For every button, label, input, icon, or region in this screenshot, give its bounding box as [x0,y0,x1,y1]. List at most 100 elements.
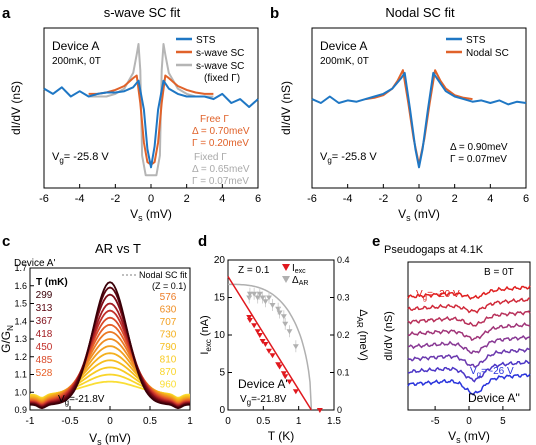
panel-d-iexc-point-7 [265,348,272,354]
panel-d-dar-point-13 [286,329,293,335]
panel-d-y2tick-2: 0.2 [337,330,350,340]
panel-d-iexc-point-11 [280,371,287,377]
panel-a-xtick-2: -2 [110,193,120,205]
panel-c-ytick-1: 1.0 [14,387,27,397]
panel-a-free-label: Free Γ [200,114,229,125]
panel-c: AR vs T Device A' -1 -0.5 0 0.5 1 0.9 1.0 1.1 1.… [0,241,193,445]
panel-a-gate: Vg= -25.8 V [52,151,109,165]
panel-c-device: Device A' [14,258,55,269]
panel-e-curve-4 [407,335,531,355]
panel-c-temp-313: 313 [36,303,53,314]
panel-b-gamma: Γ = 0.07meV [450,154,507,165]
panel-e: Pseudogaps at 4.1K -5 0 5 dI/dV (nS) Vs (m… [383,244,531,445]
panel-c-temp-header: T (mK) [36,277,68,288]
panel-c-temp-367: 367 [36,316,53,327]
panel-c-xtick-1: -0.5 [61,416,79,427]
panel-d-xtick-1: 0.5 [256,416,270,427]
panel-d-legend-iexc: Iexc [292,263,306,275]
panel-e-curve-0 [407,285,531,300]
panel-d-device: Device A' [238,377,288,391]
panel-d-dar-point-11 [280,314,287,320]
panel-b-series-sts [311,71,527,169]
panel-c-ytick-2: 1.1 [14,370,27,380]
panel-e-curve-6 [407,359,531,383]
panel-c-ytick-0: 0.9 [14,405,27,415]
panel-d-iexc-point-5 [259,339,266,344]
panel-c-ytick-7: 1.6 [14,281,27,291]
panel-c-temp-576: 576 [160,292,177,303]
panel-d-ytick-2: 10 [214,330,226,341]
panel-d-y2tick-3: 0.3 [337,293,350,303]
panel-d-iexc-point-12 [282,374,289,380]
panel-b-title: Nodal SC fit [385,5,455,20]
panel-label-e: e [372,233,380,250]
panel-d-iexc-point-6 [262,342,269,347]
panel-c-temp-299: 299 [36,290,53,301]
panel-a-legend-sts: STS [196,35,216,46]
panel-c-curve-0 [30,281,190,410]
panel-a-conditions: 200mK, 0T [52,56,101,67]
panel-d-iexc-point-0 [246,315,253,320]
panel-c-temp-730: 730 [160,330,177,341]
panel-label-b: b [270,5,279,22]
panel-a-xtick-0: -6 [39,193,49,205]
panel-b: Nodal SC fit -6 -4 -2 0 2 4 6 dI/dV (nS) Vs (m… [279,5,529,223]
panel-d-dar-point-14 [292,344,299,350]
panel-c-xtick-0: -1 [26,416,35,427]
panel-d-dar-point-12 [282,321,289,327]
panel-b-xtick-1: -4 [343,193,353,205]
panel-c-ylabel: G/GN [0,325,15,353]
panel-d-iexc-point-15 [316,408,323,413]
panel-c-xtick-4: 1 [187,416,193,427]
panel-a-xlabel: Vs (mV) [130,207,172,223]
panel-c-ytick-8: 1.7 [14,263,27,273]
panel-e-field: B = 0T [484,267,514,278]
panel-c-ytick-5: 1.4 [14,316,27,326]
panel-b-xtick-4: 2 [452,193,458,205]
panel-d-dar-point-6 [262,299,269,305]
panel-e-curve-2 [407,310,531,327]
panel-d-dar-point-4 [256,291,263,297]
panel-e-curve-7 [407,373,531,396]
panel-c-ytick-4: 1.3 [14,334,27,344]
panel-e-title: Pseudogaps at 4.1K [384,244,484,256]
panel-d-xtick-2: 1 [296,416,302,427]
panel-label-a: a [2,5,11,22]
panel-c-temp-528: 528 [36,368,53,379]
panel-c-ytick-3: 1.2 [14,352,27,362]
panel-d-z: Z = 0.1 [238,265,270,276]
panel-d-dar-point-10 [276,310,283,316]
panel-a-free-delta: Δ = 0.70meV [192,126,250,137]
panel-c-curve-1 [30,286,190,409]
panel-c-temp-418: 418 [36,329,53,340]
panel-d-xtick-3: 1.5 [327,416,341,427]
panel-c-xlabel: Vs (mV) [89,431,131,445]
panel-d-y2tick-4: 0.4 [337,255,350,265]
panel-b-ylabel: dI/dV (nS) [279,81,293,135]
panel-d-ytick-4: 20 [214,255,226,266]
panel-c-temp-810: 810 [160,355,177,366]
panel-a-xtick-5: 4 [219,193,225,205]
panel-a-xtick-3: 0 [148,193,154,205]
panel-b-conditions: 200mK, 0T [320,56,369,67]
panel-c-temp-870: 870 [160,367,177,378]
panel-a-fixed-label: Fixed Γ [194,152,227,163]
panel-d-legend-dar: ΔAR [292,275,308,287]
panel-d-ytick-3: 15 [214,293,226,304]
panel-c-z: (Z = 0.1) [152,281,186,291]
panel-b-xtick-6: 6 [523,193,529,205]
panel-d-xlabel: T (K) [268,429,294,443]
panel-c-curve-3 [29,302,191,407]
panel-b-xtick-5: 4 [487,193,493,205]
panel-e-xtick-1: 0 [466,416,472,427]
panel-e-curve-1 [407,297,531,314]
panel-label-d: d [198,233,207,250]
panel-d-gate: Vg=-21.8V [240,394,287,407]
panel-c-temp-960: 960 [160,380,177,391]
panel-c-curve-2 [30,293,190,408]
panel-a-legend-swave: s-wave SC [196,48,244,59]
panel-e-gate-bottom: Vg= -26 V [470,366,514,379]
panel-d-iexc-point-10 [276,364,283,370]
panel-e-xlabel: Vs (mV) [448,429,490,445]
panel-c-curve-6 [30,323,190,405]
